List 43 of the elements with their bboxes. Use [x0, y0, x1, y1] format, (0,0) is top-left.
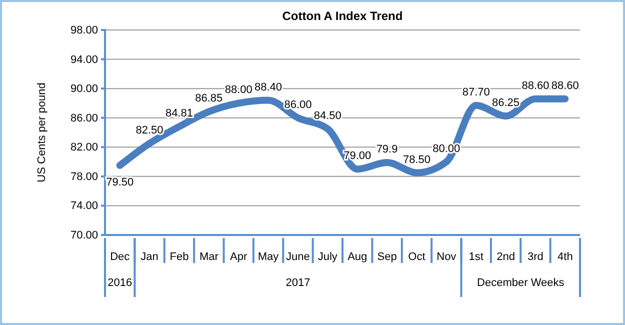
data-label: 86.25 — [492, 97, 520, 110]
chart-title: Cotton A Index Trend — [282, 9, 403, 23]
y-tick-label: 78.00 — [70, 170, 98, 183]
x-tick-label: Nov — [436, 250, 457, 263]
x-tick-label: 1st — [468, 250, 484, 263]
x-tick-label: Sep — [377, 250, 397, 263]
data-label: 79.50 — [106, 176, 134, 188]
x-tick-label: 3rd — [528, 250, 544, 263]
y-tick-label: 90.00 — [70, 83, 98, 96]
x-tick-label: May — [258, 250, 280, 263]
y-tick-label: 82.00 — [70, 142, 98, 154]
data-label: 82.50 — [136, 124, 164, 136]
y-tick-label: 98.00 — [70, 24, 98, 37]
x-tick-label: Jan — [140, 250, 158, 263]
text: 2016 — [108, 277, 132, 289]
data-label: 88.60 — [551, 80, 579, 92]
x-tick-label: 2nd — [496, 250, 515, 263]
data-label: 86.00 — [284, 98, 312, 111]
data-label: 78.50 — [402, 154, 430, 166]
x-tick-label: Mar — [199, 250, 219, 263]
x-tick-label: Dec — [110, 250, 130, 263]
x-tick-label: Apr — [230, 250, 248, 263]
y-tick-label: 86.00 — [70, 112, 98, 124]
x-tick-label: July — [318, 250, 338, 263]
data-label: 88.40 — [254, 81, 282, 94]
data-label: 88.60 — [522, 80, 550, 92]
y-tick-label: 70.00 — [70, 230, 98, 242]
text: 2017 — [286, 277, 310, 289]
x-tick-label: 4th — [558, 250, 573, 263]
y-axis-title: US Cents per pound — [36, 82, 48, 182]
data-label: 88.00 — [224, 84, 252, 96]
data-label: 84.81 — [165, 108, 193, 120]
x-tick-label: June — [286, 250, 310, 263]
x-tick-label: Feb — [170, 250, 189, 263]
text: December Weeks — [477, 277, 565, 289]
data-label: 79.9 — [376, 144, 398, 156]
y-tick-label: 74.00 — [70, 200, 98, 212]
data-label: 87.70 — [462, 86, 490, 98]
x-tick-label: Aug — [348, 250, 368, 263]
data-label: 84.50 — [314, 110, 342, 122]
x-tick-label: Oct — [408, 250, 426, 263]
y-tick-label: 94.00 — [70, 54, 98, 66]
data-label: 86.85 — [195, 92, 223, 105]
